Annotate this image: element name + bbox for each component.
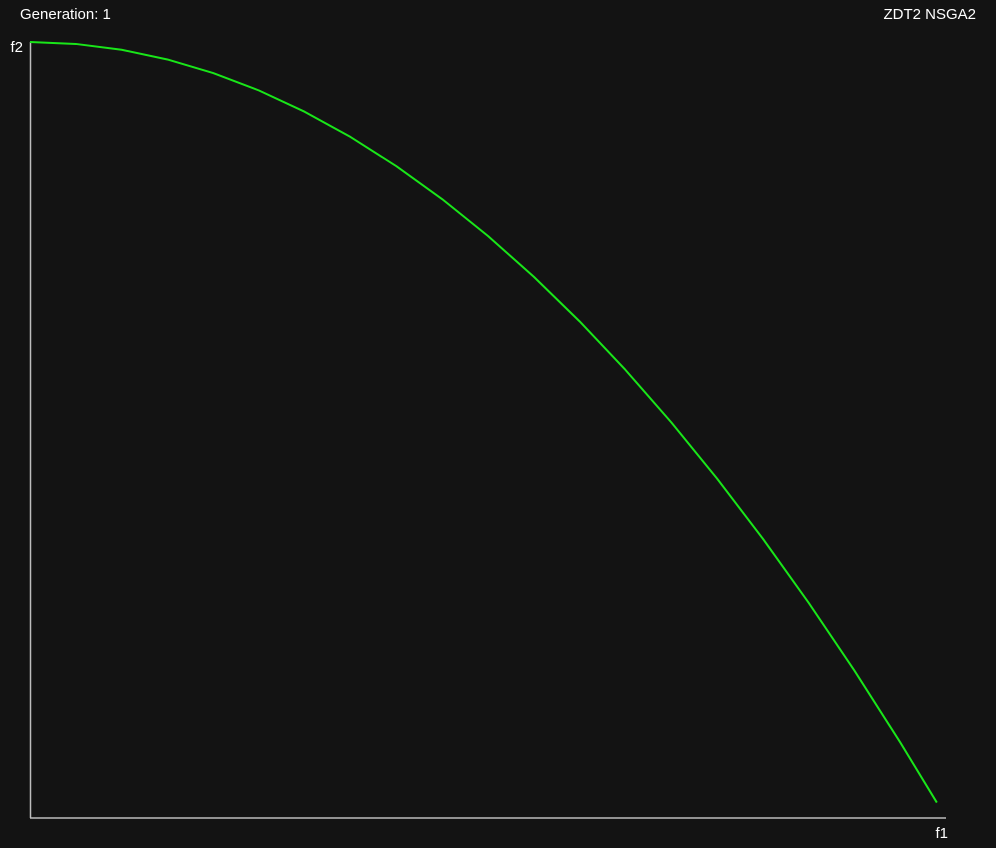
series-layer: [29, 41, 938, 804]
y-axis-label: f2: [10, 39, 23, 56]
x-axis-label: f1: [935, 825, 948, 842]
pareto-front-line-0: [29, 41, 938, 804]
problem-title: ZDT2 NSGA2: [883, 6, 976, 23]
generation-counter: Generation: 1: [20, 6, 111, 23]
